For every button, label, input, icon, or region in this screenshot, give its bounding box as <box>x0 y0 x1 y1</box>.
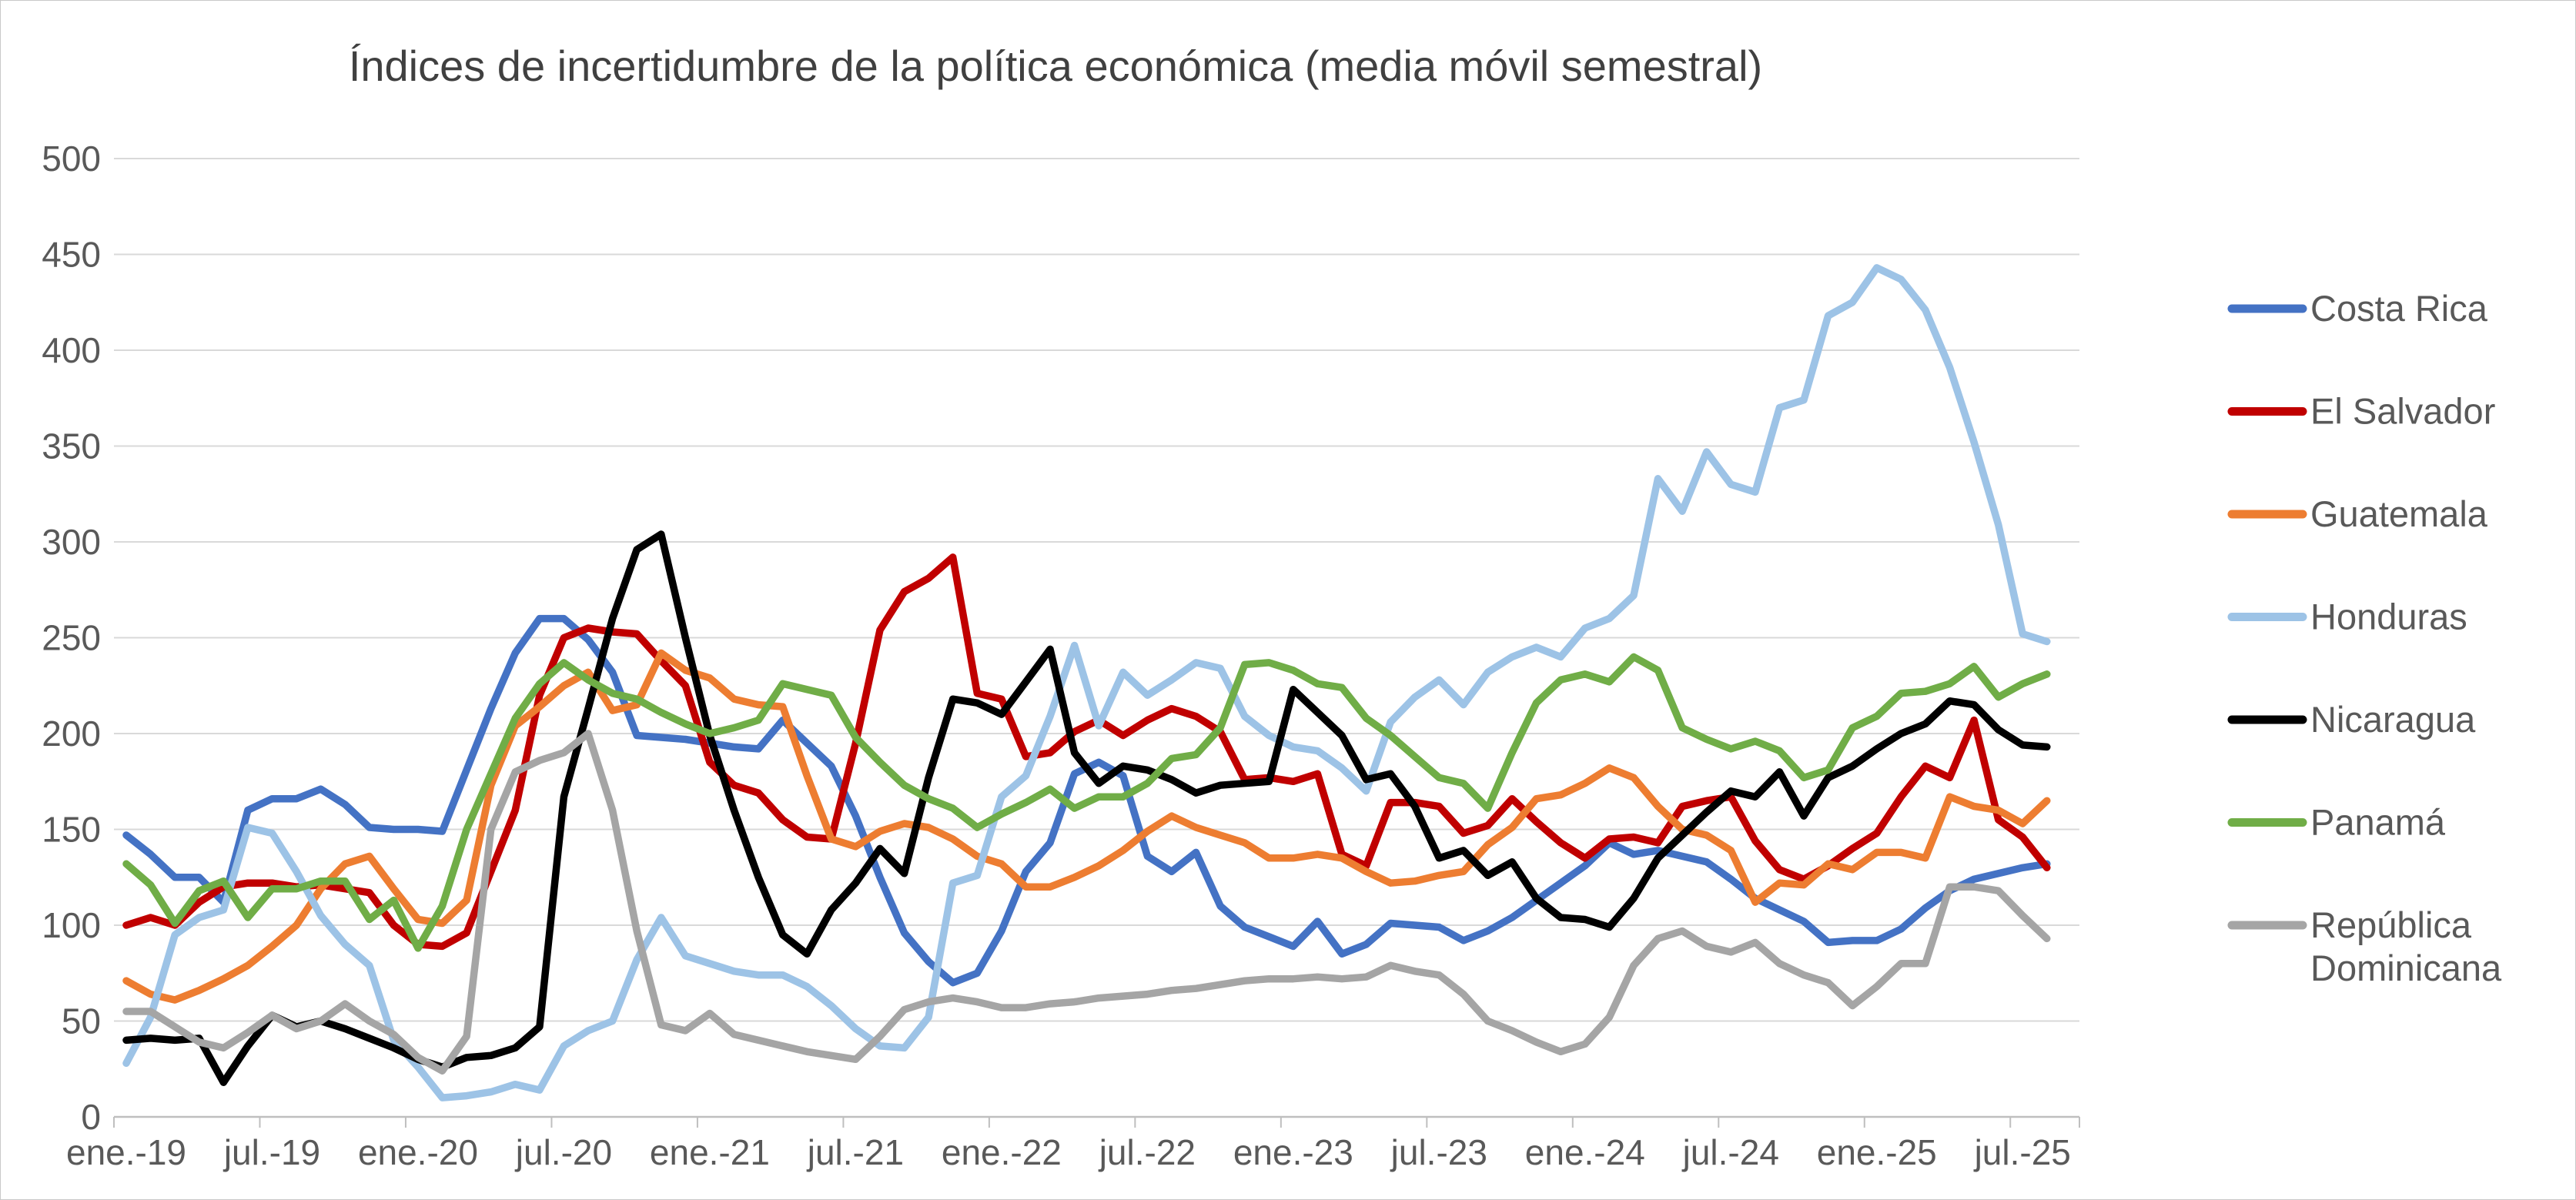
x-tick-label-jul.-19: jul.-19 <box>222 1132 320 1172</box>
legend-item-honduras[interactable]: Honduras <box>2227 597 2467 637</box>
x-tick-label-ene.-22: ene.-22 <box>942 1132 1062 1172</box>
y-tick-label-400: 400 <box>42 330 101 370</box>
legend-item-panam-[interactable]: Panamá <box>2227 802 2446 843</box>
y-tick-label-150: 150 <box>42 810 101 850</box>
y-tick-label-450: 450 <box>42 235 101 275</box>
legend-item-guatemala[interactable]: Guatemala <box>2227 493 2488 534</box>
y-tick-label-0: 0 <box>81 1097 101 1137</box>
legend-item-el-salvador[interactable]: El Salvador <box>2227 391 2495 432</box>
series-line-rep-blica-dominicana[interactable] <box>122 730 2051 1075</box>
legend-item-rep-blica-dominicana[interactable]: República Dominicana <box>2227 904 2502 988</box>
x-tick-label-ene.-20: ene.-20 <box>358 1132 478 1172</box>
series-line-guatemala[interactable] <box>122 649 2051 1004</box>
x-tick-label-ene.-21: ene.-21 <box>650 1132 770 1172</box>
legend-item-nicaragua[interactable]: Nicaragua <box>2227 699 2476 740</box>
chart-title: Índices de incertidumbre de la política … <box>348 42 1763 90</box>
legend-label: Honduras <box>2310 597 2467 637</box>
series-line-panam-[interactable] <box>122 653 2051 952</box>
y-tick-label-100: 100 <box>42 905 101 945</box>
y-tick-label-350: 350 <box>42 426 101 466</box>
x-tick-label-ene.-25: ene.-25 <box>1817 1132 1937 1172</box>
series-line-el-salvador[interactable] <box>122 553 2051 951</box>
x-tick-label-ene.-23: ene.-23 <box>1233 1132 1353 1172</box>
y-axis-labels: 0 50 100 150 200 250 300 350 400 450 500 <box>42 139 101 1137</box>
y-tick-label-250: 250 <box>42 618 101 658</box>
x-tick-label-jul.-25: jul.-25 <box>1973 1132 2071 1172</box>
x-tick-label-jul.-24: jul.-24 <box>1681 1132 1779 1172</box>
series-line-honduras[interactable] <box>122 264 2051 1101</box>
gridlines <box>114 158 2079 1118</box>
x-tick-label-jul.-22: jul.-22 <box>1098 1132 1196 1172</box>
x-axis-labels: ene.-19 jul.-19 ene.-20 jul.-20 ene.-21 jul.-… <box>66 1132 2071 1172</box>
series-lines <box>122 264 2051 1101</box>
legend: Costa Rica El Salvador Guatemala Honduras Ni… <box>2227 288 2502 988</box>
y-tick-label-500: 500 <box>42 139 101 179</box>
legend-item-costa-rica[interactable]: Costa Rica <box>2227 288 2488 329</box>
x-axis <box>113 1117 2080 1128</box>
x-tick-label-jul.-20: jul.-20 <box>514 1132 612 1172</box>
x-tick-label-jul.-23: jul.-23 <box>1390 1132 1487 1172</box>
legend-label: Costa Rica <box>2310 288 2488 329</box>
legend-label: Panamá <box>2310 802 2446 843</box>
y-tick-label-50: 50 <box>62 1001 101 1041</box>
x-tick-label-ene.-24: ene.-24 <box>1525 1132 1645 1172</box>
legend-label: República Dominicana <box>2310 904 2502 988</box>
legend-label: El Salvador <box>2310 391 2495 432</box>
x-tick-label-jul.-21: jul.-21 <box>806 1132 904 1172</box>
legend-label: Guatemala <box>2310 493 2488 534</box>
x-tick-label-ene.-19: ene.-19 <box>66 1132 186 1172</box>
legend-label: Nicaragua <box>2310 699 2476 740</box>
y-tick-label-300: 300 <box>42 522 101 562</box>
y-tick-label-200: 200 <box>42 714 101 754</box>
